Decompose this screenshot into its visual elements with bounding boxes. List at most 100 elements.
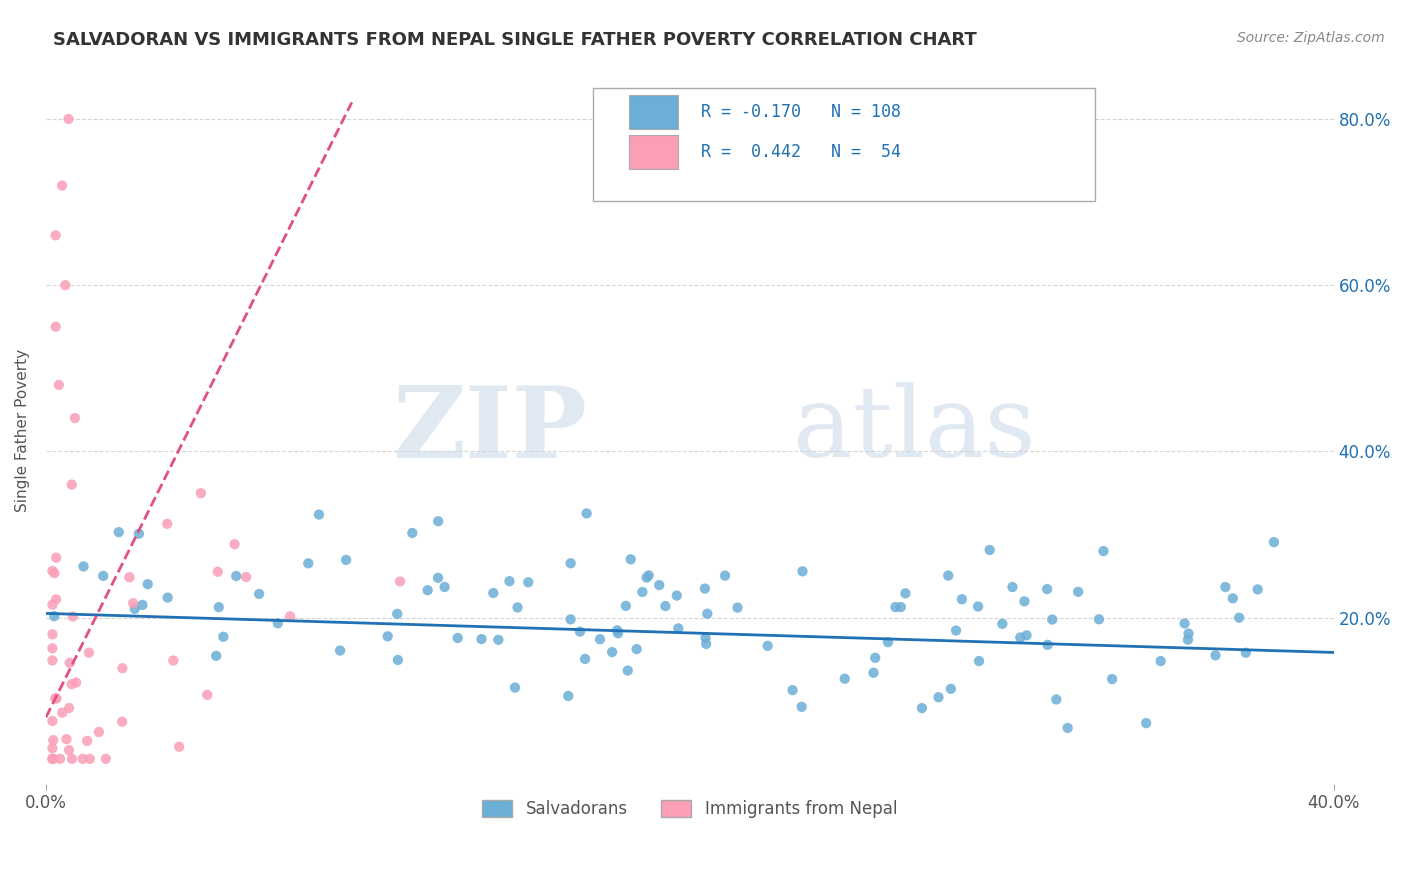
Point: [1177, 632, 1199, 647]
Point: [1227, 610, 1250, 624]
Point: [1205, 648, 1227, 663]
Point: [136, 577, 159, 591]
Point: [884, 600, 907, 615]
Point: [416, 583, 439, 598]
Point: [834, 672, 856, 686]
Point: [498, 574, 520, 589]
Point: [42, 733, 65, 747]
Point: [695, 637, 717, 651]
Point: [65, 675, 87, 690]
Point: [44, 566, 66, 581]
Point: [41, 564, 63, 578]
Point: [94, 752, 117, 766]
Point: [614, 599, 637, 613]
Point: [1088, 612, 1111, 626]
Point: [167, 739, 190, 754]
Point: [927, 690, 949, 705]
Point: [894, 586, 917, 600]
Point: [792, 564, 814, 578]
Point: [91, 569, 114, 583]
Point: [427, 571, 450, 585]
Point: [79, 752, 101, 766]
Point: [377, 629, 399, 643]
Point: [606, 624, 628, 638]
Point: [247, 587, 270, 601]
Point: [665, 589, 688, 603]
Point: [156, 591, 179, 605]
Point: [863, 650, 886, 665]
Point: [714, 568, 737, 582]
Point: [87, 725, 110, 739]
Point: [111, 661, 134, 675]
Point: [207, 565, 229, 579]
Point: [58, 112, 80, 126]
Point: [45, 319, 67, 334]
Point: [51, 706, 73, 720]
Point: [225, 569, 247, 583]
Point: [1014, 594, 1036, 608]
Point: [890, 600, 912, 615]
Point: [60, 677, 83, 691]
Point: [335, 553, 357, 567]
Point: [55, 732, 77, 747]
Point: [574, 652, 596, 666]
Point: [862, 665, 884, 680]
Point: [950, 592, 973, 607]
Point: [939, 681, 962, 696]
Point: [1010, 631, 1032, 645]
Point: [589, 632, 612, 647]
Point: [63, 411, 86, 425]
Point: [637, 568, 659, 582]
Y-axis label: Single Father Poverty: Single Father Poverty: [15, 349, 30, 512]
Point: [205, 648, 228, 663]
Point: [45, 228, 67, 243]
Point: [329, 643, 352, 657]
Point: [1045, 692, 1067, 706]
Point: [41, 627, 63, 641]
Point: [45, 592, 67, 607]
Point: [53, 278, 76, 293]
Point: [278, 609, 301, 624]
Text: atlas: atlas: [793, 383, 1036, 478]
Point: [1135, 716, 1157, 731]
Point: [60, 752, 83, 766]
Point: [118, 570, 141, 584]
Point: [654, 599, 676, 613]
Point: [607, 626, 630, 640]
Point: [72, 559, 94, 574]
Point: [41, 741, 63, 756]
Point: [991, 616, 1014, 631]
Point: [1150, 654, 1173, 668]
Point: [124, 602, 146, 616]
Point: [568, 624, 591, 639]
Text: ZIP: ZIP: [392, 382, 586, 479]
Point: [616, 664, 638, 678]
Point: [48, 377, 70, 392]
Point: [446, 631, 468, 645]
Point: [695, 631, 717, 645]
Point: [1036, 582, 1059, 596]
Point: [979, 543, 1001, 558]
Text: SALVADORAN VS IMMIGRANTS FROM NEPAL SINGLE FATHER POVERTY CORRELATION CHART: SALVADORAN VS IMMIGRANTS FROM NEPAL SING…: [53, 31, 977, 49]
Point: [297, 557, 319, 571]
Point: [1036, 638, 1059, 652]
Point: [308, 508, 330, 522]
Point: [41, 641, 63, 656]
Point: [62, 609, 84, 624]
Point: [41, 598, 63, 612]
Point: [911, 701, 934, 715]
Point: [44, 691, 66, 706]
Point: [936, 568, 959, 582]
Point: [666, 621, 689, 635]
Text: R = -0.170   N = 108: R = -0.170 N = 108: [702, 103, 901, 121]
Point: [503, 681, 526, 695]
Point: [49, 752, 72, 766]
Point: [1040, 613, 1063, 627]
Point: [636, 571, 658, 585]
Point: [212, 630, 235, 644]
Point: [60, 477, 83, 491]
Point: [560, 612, 582, 626]
Point: [756, 639, 779, 653]
Point: [696, 607, 718, 621]
Point: [470, 632, 492, 646]
